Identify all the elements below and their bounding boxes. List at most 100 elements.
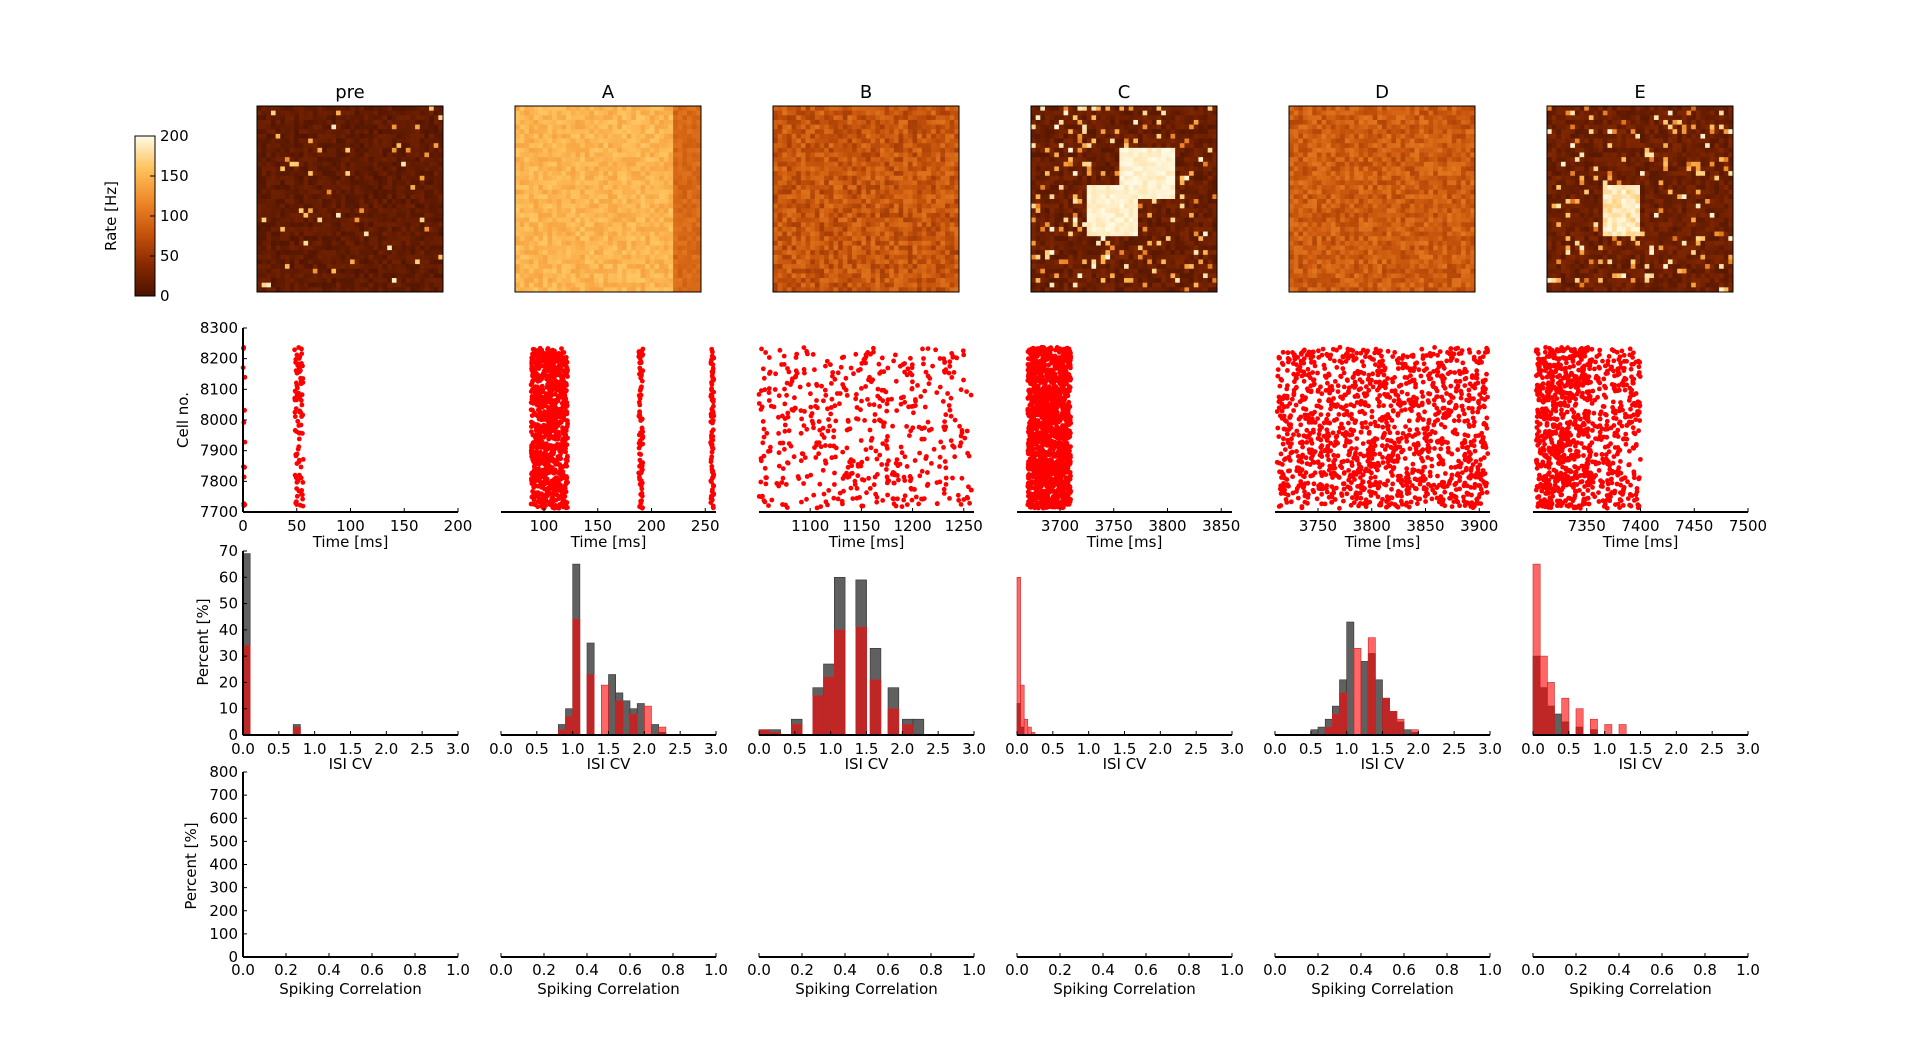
heatmap-cell xyxy=(1044,124,1050,130)
heatmap-cell xyxy=(401,115,407,121)
heatmap-cell xyxy=(917,180,923,186)
heatmap-cell xyxy=(866,194,872,200)
heatmap-cell xyxy=(884,124,890,130)
heatmap-cell xyxy=(405,143,411,149)
heatmap-cell xyxy=(907,138,913,144)
heatmap-cell xyxy=(838,203,844,209)
heatmap-cell xyxy=(645,138,651,144)
heatmap-cell xyxy=(903,222,909,228)
heatmap-cell xyxy=(649,259,655,265)
heatmap-cell xyxy=(317,226,323,232)
heatmap-cell xyxy=(800,278,806,284)
heatmap-cell xyxy=(682,254,688,260)
heatmap-cell xyxy=(819,152,825,158)
heatmap-cell xyxy=(608,133,614,139)
heatmap-cell xyxy=(387,138,393,144)
heatmap-cell xyxy=(621,236,627,242)
heatmap-cell xyxy=(935,240,941,246)
heatmap-cell xyxy=(945,110,951,116)
heatmap-cell xyxy=(649,152,655,158)
heatmap-cell xyxy=(617,199,623,205)
heatmap-cell xyxy=(266,273,272,279)
heatmap-cell xyxy=(663,175,669,181)
heatmap-cell xyxy=(298,124,304,130)
heatmap-cell xyxy=(856,264,862,270)
heatmap-cell xyxy=(424,208,430,214)
heatmap-cell xyxy=(691,194,697,200)
heatmap-cell xyxy=(533,161,539,167)
heatmap-cell xyxy=(677,138,683,144)
heatmap-cell xyxy=(786,175,792,181)
heatmap-cell xyxy=(875,264,881,270)
heatmap-cell xyxy=(580,226,586,232)
heatmap-cell xyxy=(940,119,946,125)
heatmap-cell xyxy=(331,129,337,135)
heatmap-cell xyxy=(682,157,688,163)
heatmap-cell xyxy=(345,268,351,274)
heatmap-cell xyxy=(270,189,276,195)
heatmap-cell xyxy=(524,106,530,112)
heatmap-cell xyxy=(777,189,783,195)
heatmap-cell xyxy=(907,110,913,116)
heatmap-cell xyxy=(382,106,388,112)
heatmap-cell xyxy=(800,129,806,135)
heatmap-cell xyxy=(570,282,576,288)
heatmap-cell xyxy=(608,119,614,125)
heatmap-cell xyxy=(879,129,885,135)
heatmap-cell xyxy=(777,208,783,214)
heatmap-cell xyxy=(354,212,360,218)
heatmap-cell xyxy=(368,106,374,112)
heatmap-cell xyxy=(649,133,655,139)
heatmap-cell xyxy=(852,119,858,125)
heatmap-cell xyxy=(819,189,825,195)
heatmap-cell xyxy=(668,194,674,200)
heatmap-cell xyxy=(805,138,811,144)
heatmap-cell xyxy=(524,203,530,209)
heatmap-cell xyxy=(949,157,955,163)
heatmap-cell xyxy=(312,133,318,139)
heatmap-cell xyxy=(640,161,646,167)
heatmap-cell xyxy=(954,106,960,112)
heatmap-cell xyxy=(898,208,904,214)
heatmap-cell xyxy=(608,254,614,260)
heatmap-cell xyxy=(893,180,899,186)
heatmap-cell xyxy=(796,259,802,265)
heatmap-cell xyxy=(350,124,356,130)
heatmap-cell xyxy=(819,147,825,153)
heatmap-cell xyxy=(415,287,421,293)
heatmap-cell xyxy=(303,171,309,177)
heatmap-cell xyxy=(429,212,435,218)
heatmap-cell xyxy=(833,254,839,260)
heatmap-cell xyxy=(870,217,876,223)
heatmap-cell xyxy=(631,115,637,121)
heatmap-cell xyxy=(396,287,402,293)
heatmap-cell xyxy=(298,161,304,167)
heatmap-cell xyxy=(261,166,267,172)
heatmap-cell xyxy=(561,222,567,228)
heatmap-cell xyxy=(387,231,393,237)
heatmap-cell xyxy=(575,152,581,158)
heatmap-cell xyxy=(810,212,816,218)
heatmap-cell xyxy=(926,152,932,158)
heatmap-cell xyxy=(833,226,839,232)
heatmap-cell xyxy=(561,175,567,181)
heatmap-cell xyxy=(810,124,816,130)
heatmap-cell xyxy=(621,245,627,251)
heatmap-cell xyxy=(866,166,872,172)
heatmap-cell xyxy=(542,129,548,135)
heatmap-cell xyxy=(438,171,444,177)
heatmap-cell xyxy=(354,171,360,177)
heatmap-cell xyxy=(405,287,411,293)
heatmap-cell xyxy=(368,166,374,172)
heatmap-cell xyxy=(1077,124,1083,130)
heatmap-cell xyxy=(796,171,802,177)
heatmap-cell xyxy=(833,268,839,274)
heatmap-cell xyxy=(350,129,356,135)
heatmap-cell xyxy=(1031,119,1037,125)
heatmap-cell xyxy=(889,185,895,191)
heatmap-cell xyxy=(438,166,444,172)
heatmap-cell xyxy=(654,147,660,153)
heatmap-cell xyxy=(805,133,811,139)
heatmap-cell xyxy=(626,185,632,191)
